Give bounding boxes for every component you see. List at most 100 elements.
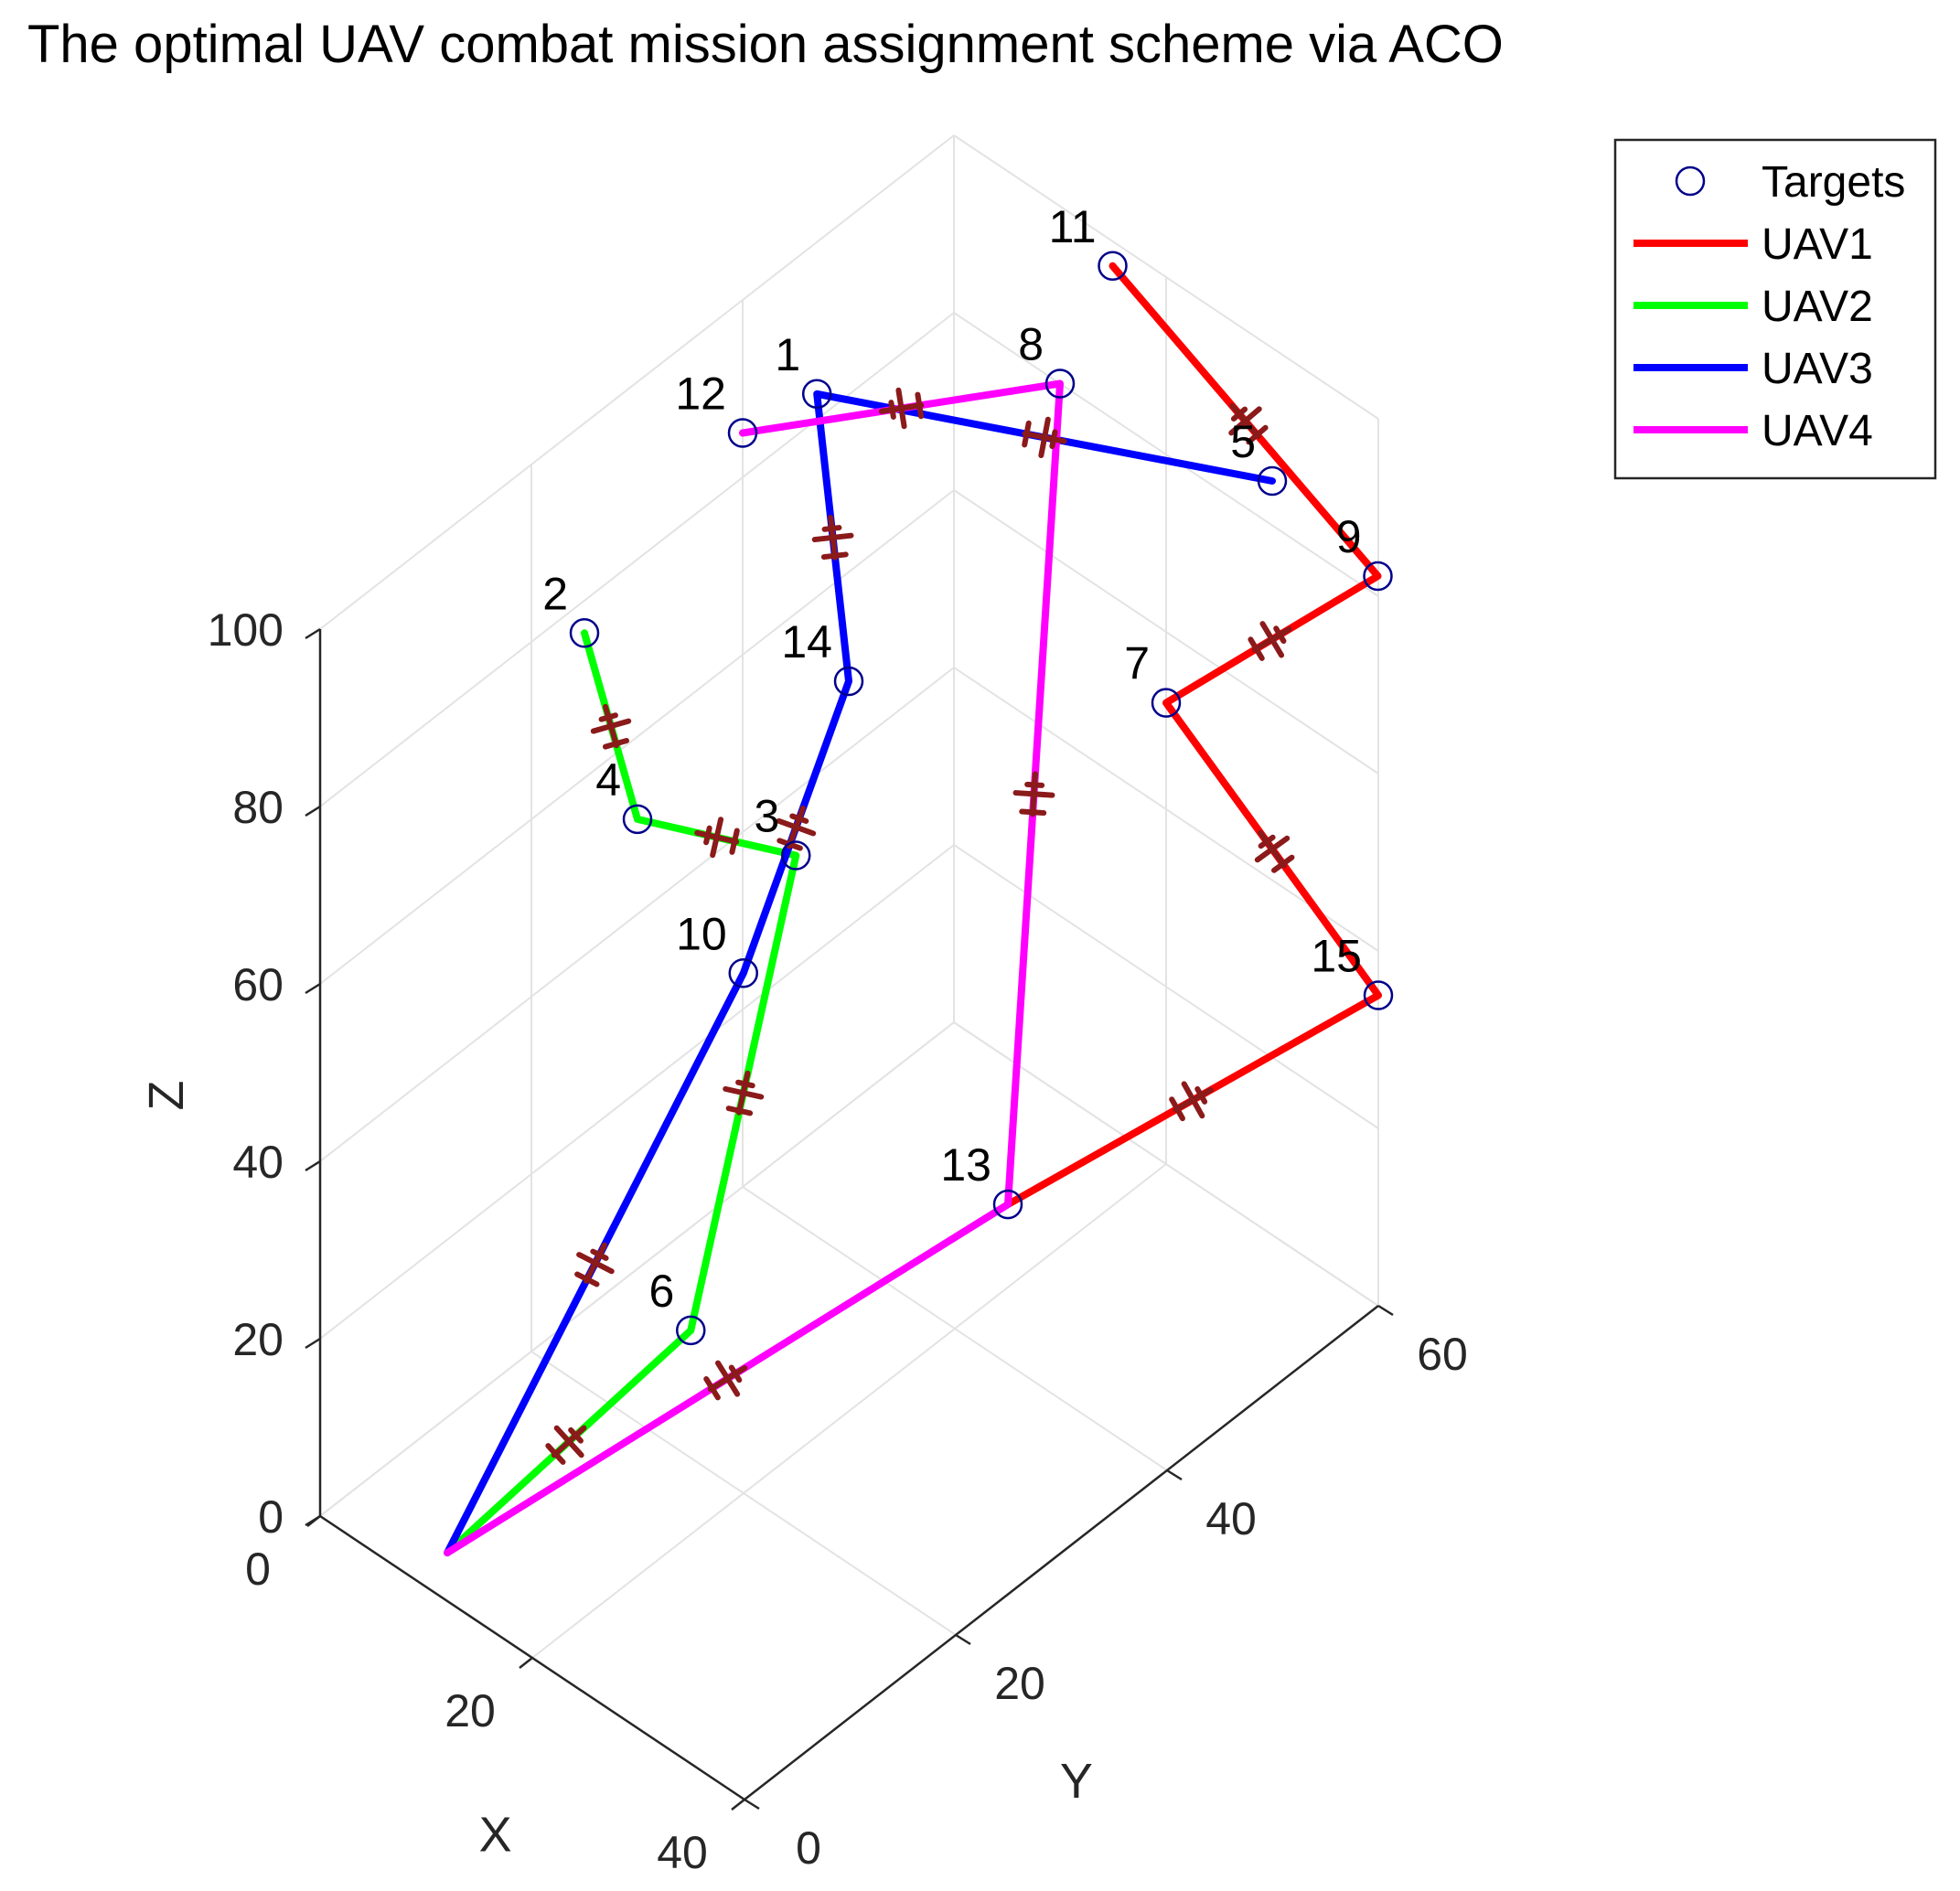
target-marker [1151,688,1182,718]
uav-marker-shape [590,703,632,750]
z-tick-label: 80 [232,782,284,833]
y-tick [1166,1469,1183,1481]
uav-marker-shape [1022,416,1067,459]
target-marker [622,804,653,835]
z-tick [305,1337,321,1350]
target-label: 6 [648,1266,674,1317]
x-tick-label: 40 [657,1827,708,1878]
grid-line [319,844,955,1340]
uav-marker-icon [1022,416,1067,459]
legend-target-icon [1675,166,1706,197]
y-tick-label: 20 [994,1658,1045,1709]
route-uav3 [444,390,1276,1557]
uav-marker-shape [1248,621,1292,661]
grid-line [530,1351,957,1636]
x-tick [519,1657,533,1669]
legend: Targets UAV1 UAV2 UAV3 UAV4 [1613,138,1937,480]
uav-marker-icon [1169,1081,1214,1122]
grid-line [742,1186,1168,1471]
y-tick [955,1633,971,1646]
target-marker [1098,251,1128,281]
axes: 0 20 40 60 80 100 0 20 40 0 20 40 60 Z X Y [139,604,1468,1878]
target-marker [801,379,832,409]
y-tick-label: 60 [1417,1329,1468,1380]
y-tick-label: 40 [1205,1493,1257,1544]
target-label: 9 [1336,511,1362,562]
uav-marker-shape [545,1425,587,1465]
uav-marker-icon [1228,402,1269,445]
y-tick [744,1798,760,1811]
legend-label-uav1: UAV1 [1762,220,1873,269]
grid-line [953,489,1379,775]
grid-line [531,1163,1167,1659]
target-label: 11 [1049,201,1097,252]
x-tick-label: 20 [444,1685,496,1736]
z-tick-label: 100 [208,604,284,656]
uav-marker-shape [1169,1081,1214,1122]
target-marker [781,840,811,871]
target-marker [728,958,758,988]
grid-line [319,312,955,807]
uav-marker-shape [1012,771,1055,817]
uav-marker-icon [1254,829,1295,873]
target-marker [676,1315,706,1346]
grid-line [953,312,1379,597]
target-label: 4 [595,754,621,806]
grid-line [319,489,955,985]
legend-label-uav2: UAV2 [1762,283,1873,331]
target-label: 8 [1018,319,1044,370]
uav-marker-icon [694,817,740,859]
x-axis-label: X [479,1808,512,1863]
uav-marker-shape [878,387,925,430]
legend-label-uav3: UAV3 [1762,345,1873,393]
z-tick [305,805,321,817]
grid-line [319,667,955,1162]
target-marker [992,1189,1023,1220]
uav-marker-shape [1254,829,1295,873]
uav-marker-icon [878,387,925,430]
x-tick [306,1515,321,1527]
target-label: 7 [1124,638,1150,689]
z-tick-label: 60 [232,959,284,1010]
target-label: 15 [1311,931,1362,982]
uav-marker-icon [1248,621,1292,661]
target-marker [569,618,600,648]
y-axis-line [744,1305,1379,1800]
uav-marker-shape [776,805,817,851]
legend-label-targets: Targets [1762,158,1905,207]
uav-marker-icon [703,1360,748,1401]
grid-line [319,1021,955,1517]
z-tick-label: 0 [258,1491,284,1543]
z-tick [305,627,321,640]
target-label: 13 [940,1139,991,1191]
z-axis-label: Z [139,1081,194,1111]
target-label: 3 [754,791,779,842]
route-uav2 [444,629,800,1557]
x-tick [731,1799,745,1811]
axes-grid [319,134,1379,1800]
target-label: 5 [1230,416,1256,467]
target-marker [1363,980,1394,1010]
grid-line [953,1021,1379,1307]
target-label: 2 [542,568,568,619]
grid-line [953,134,1379,420]
uav-marker-icon [590,703,632,750]
y-axis-label: Y [1060,1754,1093,1809]
uav-marker-icon [811,515,854,561]
legend-label-uav4: UAV4 [1762,407,1873,455]
target-label: 1 [775,329,800,380]
grid-line [319,134,955,630]
x-tick-label: 0 [245,1544,271,1595]
target-label: 14 [781,616,832,668]
uav-marker-shape [703,1360,748,1401]
z-tick [305,982,321,995]
z-tick [305,1159,321,1172]
uav-marker-icon [574,1242,615,1287]
z-tick-label: 40 [232,1137,284,1188]
chart-title: The optimal UAV combat mission assignmen… [27,15,1504,74]
y-tick-label: 0 [796,1822,821,1874]
target-marker [1044,369,1076,399]
uav-marker-shape [723,1070,765,1116]
